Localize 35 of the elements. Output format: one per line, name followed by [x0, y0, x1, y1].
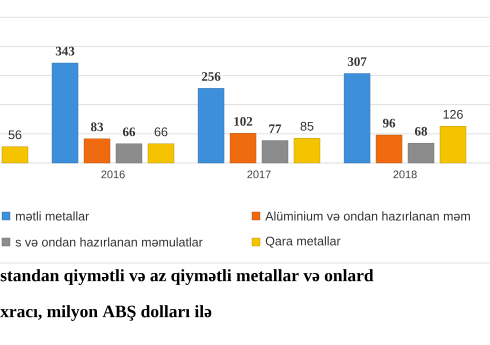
text: standan qiymətli və az qiymətli metallar və onlard	[0, 269, 374, 285]
data-label: 66	[122, 128, 136, 136]
bar	[344, 73, 370, 164]
legend-label: Alüminium və ondan hazırlanan məm	[265, 211, 470, 221]
bar	[408, 142, 434, 164]
data-label: 307	[348, 57, 366, 66]
x-tick-label: 2016	[101, 170, 125, 178]
bar	[294, 138, 320, 164]
bar	[440, 126, 466, 164]
data-label: 256	[202, 72, 220, 81]
data-label: 83	[90, 122, 104, 132]
bar	[198, 88, 224, 164]
bar	[84, 138, 110, 164]
data-label: 343	[56, 46, 74, 56]
data-label: 77	[269, 124, 282, 134]
text: xracı, milyon ABŞ dolları ilə	[0, 305, 212, 321]
legend-label: mətli metallar	[16, 211, 90, 221]
data-label: 68	[414, 126, 428, 136]
bar	[52, 62, 78, 164]
x-tick-label: 2018	[393, 170, 417, 178]
legend-label: Qara metallar	[266, 236, 340, 248]
data-label: 56	[8, 130, 22, 140]
bar	[230, 133, 256, 164]
data-label: 85	[300, 122, 314, 131]
bar	[2, 146, 28, 164]
bar	[376, 134, 402, 164]
data-label: 66	[154, 127, 168, 136]
data-label: 102	[234, 117, 252, 126]
data-label: 126	[444, 110, 463, 119]
bar	[116, 144, 142, 164]
x-tick-label: 2017	[247, 170, 271, 178]
bar	[262, 140, 288, 164]
legend-label: s və ondan hazırlanan məmulatlar	[16, 237, 203, 247]
data-label: 96	[382, 118, 396, 128]
bar	[148, 144, 174, 164]
